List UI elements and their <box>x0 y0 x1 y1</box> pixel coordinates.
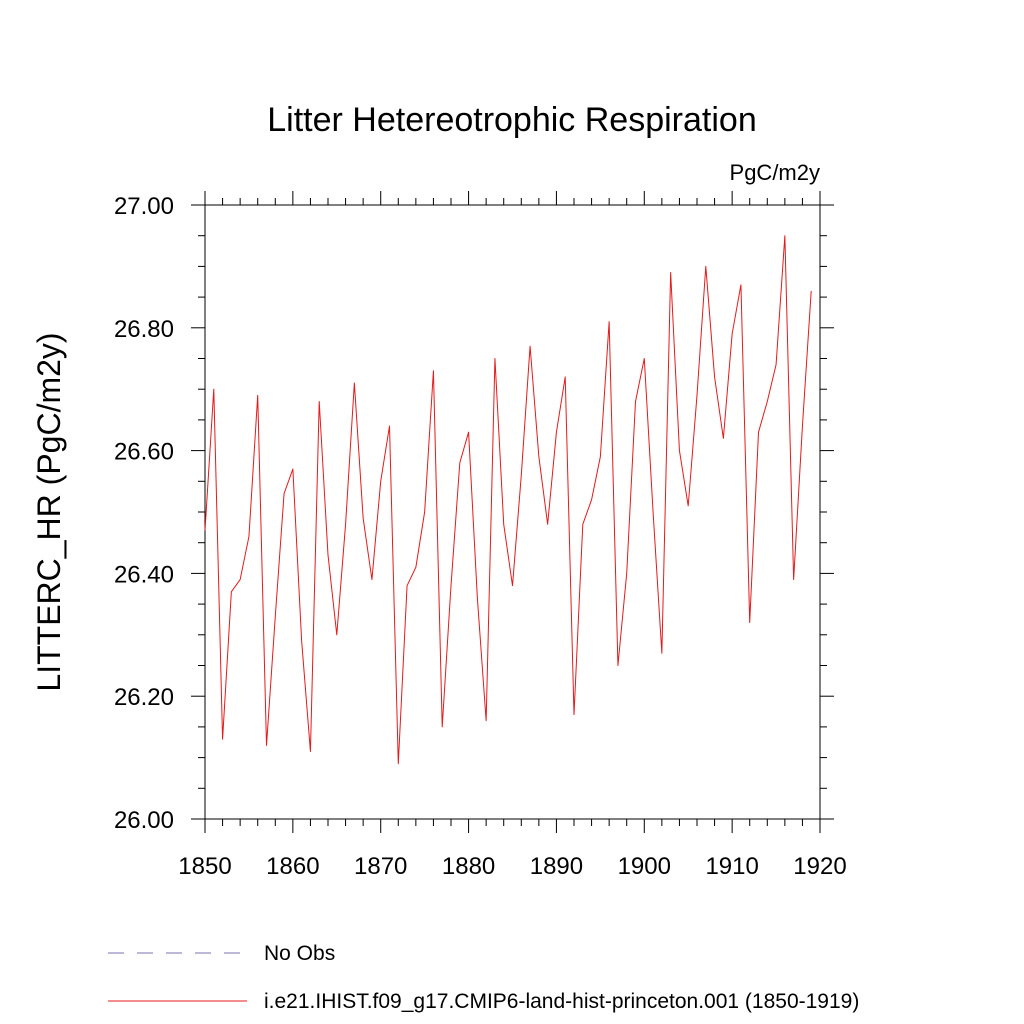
series-layer <box>204 235 812 765</box>
y-tick-label: 26.40 <box>114 561 174 588</box>
y-tick-label: 27.00 <box>114 193 174 220</box>
tick-labels: 1850 1860 1870 1880 1890 1900 1910 1920 26.00 26.… <box>114 193 847 880</box>
axis-ticks <box>191 191 834 833</box>
x-tick-label: 1860 <box>266 853 319 880</box>
y-tick-label: 26.80 <box>114 316 174 343</box>
y-axis-label: LITTERC_HR (PgC/m2y) <box>31 332 67 691</box>
x-tick-label: 1850 <box>178 853 231 880</box>
x-tick-label: 1910 <box>705 853 758 880</box>
x-tick-label: 1880 <box>442 853 495 880</box>
x-tick-label: 1900 <box>618 853 671 880</box>
x-tick-label: 1870 <box>354 853 407 880</box>
y-tick-label: 26.20 <box>114 684 174 711</box>
y-tick-label: 26.60 <box>114 439 174 466</box>
y-tick-label: 26.00 <box>114 807 174 834</box>
units-label: PgC/m2y <box>730 160 820 185</box>
legend: No Obs i.e21.IHIST.f09_g17.CMIP6-land-his… <box>108 942 859 1013</box>
plot-frame <box>204 204 821 820</box>
chart-title: Litter Hetereotrophic Respiration <box>267 101 756 139</box>
x-tick-label: 1920 <box>793 853 846 880</box>
legend-label-1: No Obs <box>264 942 335 965</box>
series-line <box>204 235 812 765</box>
x-tick-label: 1890 <box>530 853 583 880</box>
legend-label-2: i.e21.IHIST.f09_g17.CMIP6-land-hist-prin… <box>264 990 859 1013</box>
